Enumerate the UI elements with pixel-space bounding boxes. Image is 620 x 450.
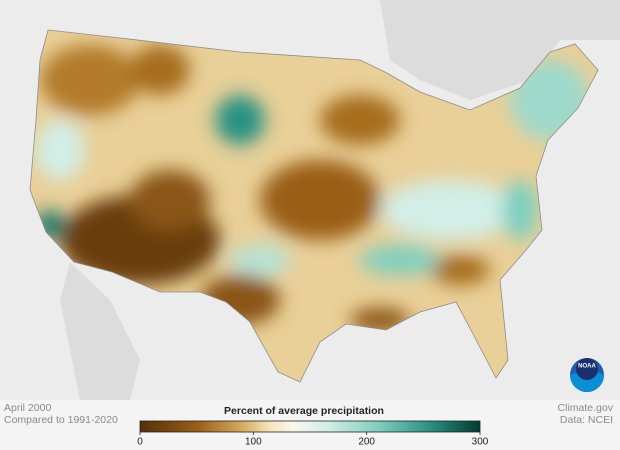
- color-bar: [139, 420, 481, 433]
- legend-title: Percent of average precipitation: [224, 405, 384, 417]
- legend-tick-label: 200: [358, 437, 375, 448]
- credit-data: Data: NCEI: [560, 414, 613, 426]
- caption-baseline: Compared to 1991-2020: [4, 414, 118, 426]
- credit-source: Climate.gov: [558, 402, 614, 414]
- caption-date: April 2000: [4, 402, 51, 414]
- legend-tick-label: 100: [245, 437, 262, 448]
- legend-tick-label: 0: [137, 437, 143, 448]
- neighbor-land: [60, 0, 620, 400]
- noaa-logo: NOAA: [570, 358, 604, 392]
- logo-text: NOAA: [578, 364, 596, 370]
- legend-tick-label: 300: [472, 437, 489, 448]
